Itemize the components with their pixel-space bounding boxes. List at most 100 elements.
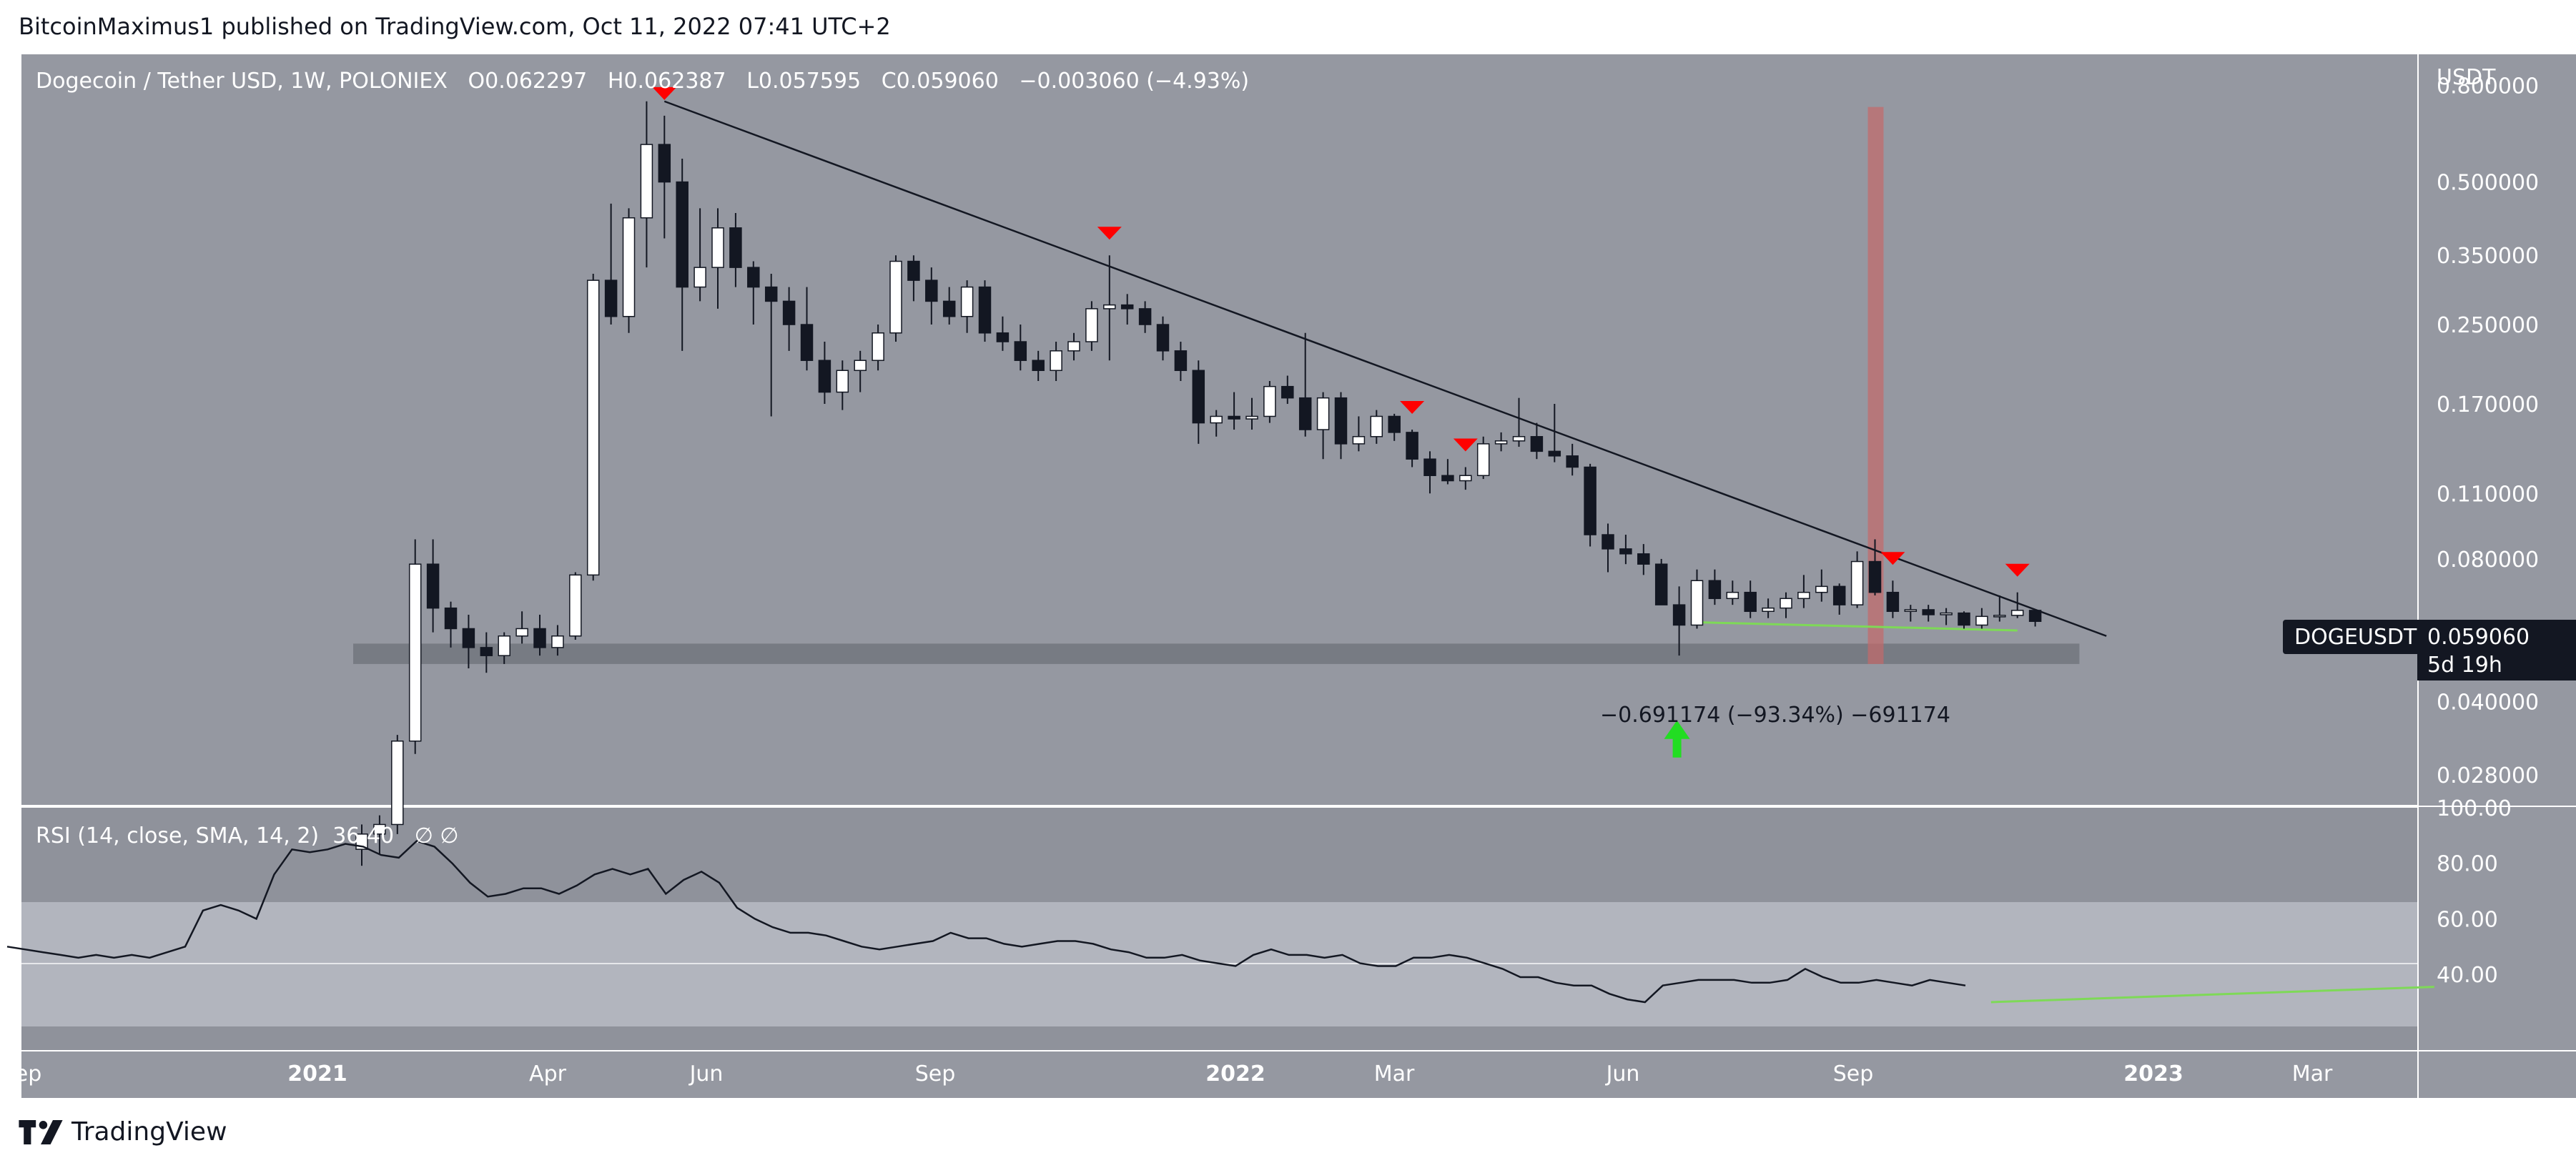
candle-body [1352,436,1366,445]
candle [1832,583,1846,615]
candle-body [836,370,849,393]
candle [1780,592,1792,618]
candle [872,325,884,371]
change-value: −0.003060 (−4.93%) [1019,69,1250,94]
tradingview-brand[interactable]: TradingView [19,1117,227,1147]
candle [480,632,493,673]
candle [1441,459,1454,485]
candle-body [1334,397,1348,445]
candle [1548,404,1561,462]
candle-body [1476,443,1490,477]
price-axis-unit: USDT [2437,65,2496,90]
sell-marker [2005,563,2030,577]
candle-body [2028,610,2042,623]
candle-body [694,267,706,288]
candle [978,280,992,342]
candle-body [1032,360,1045,372]
candle-body [1459,475,1472,482]
time-tick-label: Mar [2292,1061,2333,1087]
candle-body [622,217,636,317]
candle [586,274,600,581]
o-value: 0.062297 [485,69,588,94]
rsi-label[interactable]: RSI (14, close, SMA, 14, 2) [36,823,320,848]
candle-body [1281,385,1294,399]
candle-body [782,300,796,325]
candle [694,208,706,302]
candle-body [1744,591,1757,613]
candle-body [1672,604,1686,626]
candle-body [1566,455,1579,468]
candle-body [978,286,992,334]
candle [569,572,582,640]
candle [1566,443,1579,476]
candle [854,350,867,392]
candle [1459,467,1472,490]
candle [818,342,831,405]
candle-body [1228,415,1240,420]
l-value: 0.057595 [758,69,862,94]
candle-body [1014,341,1027,361]
candle [622,208,636,333]
symbol-name[interactable]: Dogecoin / Tether USD, 1W, POLONIEX [36,69,448,94]
candle-body [462,628,475,648]
candle-body [498,635,510,656]
candle [1672,586,1686,656]
price-tick-label: 0.110000 [2437,482,2539,507]
higher-low-line [1697,621,2018,632]
candle [782,287,796,351]
price-tick-label: 0.800000 [2437,74,2539,99]
candle-body [1067,341,1080,352]
candle [711,208,724,309]
candle-body [1726,591,1739,600]
candle-body [1530,436,1544,452]
o-label: O [468,69,485,94]
candle [1174,342,1188,382]
l-label: L [746,69,759,94]
candle [551,625,564,656]
rsi-tick-label: 60.00 [2437,907,2498,932]
c-value: 0.059060 [896,69,999,94]
sell-marker [652,86,677,100]
price-tick-label: 0.040000 [2437,690,2539,715]
candle-body [1512,436,1526,442]
price-tick-label: 0.170000 [2437,392,2539,417]
candle-body [640,144,653,219]
candle-body [1210,415,1223,424]
candle [1494,432,1508,452]
price-tick-label: 0.250000 [2437,313,2539,338]
candle-body [1690,580,1704,626]
candle [1512,397,1526,447]
support-zone [353,643,2080,664]
candle-body [1958,612,1970,626]
candle [515,611,528,644]
candle [1298,332,1312,437]
countdown-tag: 5d 19h [2417,649,2576,680]
price-tick-label: 0.500000 [2437,171,2539,196]
time-tick-label: Jun [689,1061,724,1087]
candle-body [1192,370,1205,424]
candle [1654,558,1668,605]
candle [1922,605,1935,622]
publish-header: BitcoinMaximus1 published on TradingView… [19,13,891,40]
tradingview-logo-icon [19,1119,63,1144]
candle [1868,539,1882,595]
candle-body [1584,466,1597,535]
price-tick-label: 0.028000 [2437,763,2539,788]
candle-body [854,360,867,372]
candle-body [889,260,902,334]
candle [1762,598,1775,618]
candle-body [1975,615,1988,626]
candle-body [764,286,778,302]
price-pane [21,54,2418,805]
candle [533,614,546,656]
resistance-trendline [663,100,2107,637]
buy-arrow-icon [1664,720,1690,758]
candle-body [1103,304,1116,310]
candle-body [391,740,404,826]
candle [1103,255,1116,361]
time-tick-label: Sep [915,1061,956,1087]
candle-body [1993,615,2006,618]
candle [1352,416,1366,452]
candle [996,316,1010,351]
